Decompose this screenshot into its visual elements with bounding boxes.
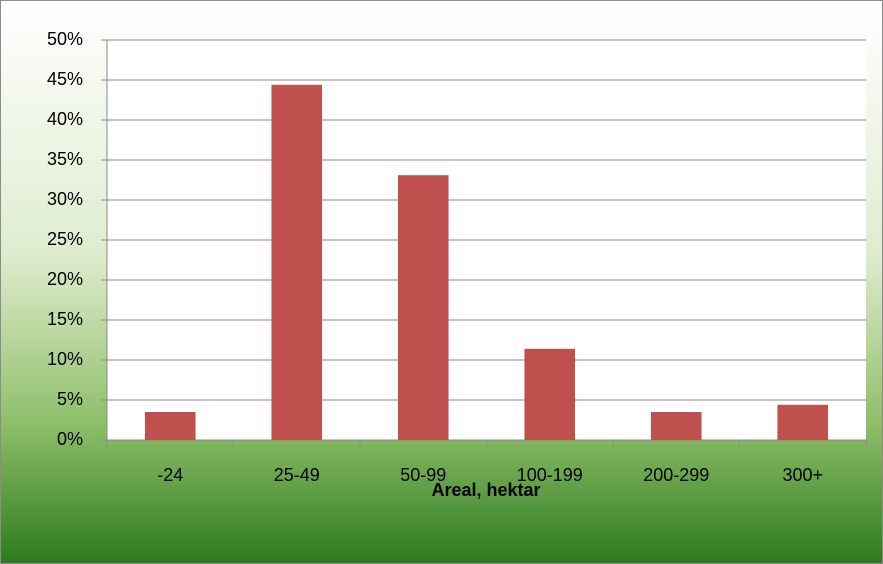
x-tick-label: -24 <box>157 465 183 485</box>
x-tick-label: 200-299 <box>643 465 709 485</box>
y-tick-label: 35% <box>47 149 83 169</box>
y-tick-label: 50% <box>47 29 83 49</box>
y-tick-label: 10% <box>47 349 83 369</box>
y-tick-label: 20% <box>47 269 83 289</box>
bar <box>397 175 449 440</box>
y-tick-label: 45% <box>47 69 83 89</box>
y-tick-label: 25% <box>47 229 83 249</box>
bar <box>650 412 702 440</box>
bar <box>144 412 196 440</box>
bar <box>271 84 323 441</box>
y-tick-label: 40% <box>47 109 83 129</box>
y-tick-label: 15% <box>47 309 83 329</box>
x-axis-title: Areal, hektar <box>431 480 540 500</box>
y-tick-label: 30% <box>47 189 83 209</box>
x-tick-label: 50-99 <box>400 465 446 485</box>
bar <box>524 348 576 440</box>
y-tick-label: 0% <box>57 429 83 449</box>
bar <box>777 404 829 440</box>
x-tick-label: 100-199 <box>517 465 583 485</box>
x-tick-label: 300+ <box>782 465 823 485</box>
y-tick-label: 5% <box>57 389 83 409</box>
x-tick-label: 25-49 <box>274 465 320 485</box>
